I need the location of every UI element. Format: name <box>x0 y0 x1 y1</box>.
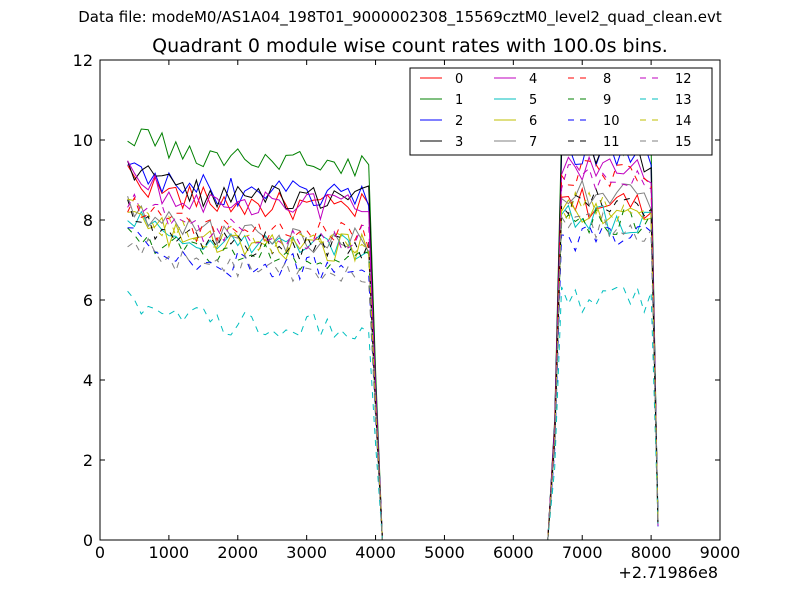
legend-label-14: 14 <box>675 114 692 129</box>
series-line-7 <box>127 178 659 540</box>
legend-label-5: 5 <box>529 93 537 108</box>
series-line-9 <box>127 207 659 540</box>
legend-label-2: 2 <box>455 114 463 129</box>
series-line-14 <box>127 190 659 540</box>
x-tick-label: 5000 <box>424 543 465 562</box>
legend-label-4: 4 <box>529 72 537 87</box>
series-line-10 <box>127 224 659 540</box>
legend-label-7: 7 <box>529 135 537 150</box>
ticks-layer: 0 1000 2000 3000 4000 5000 6000 7000 8000 9000 0 2 4… <box>73 51 741 562</box>
x-offset-label: +2.71986e8 <box>618 563 718 582</box>
legend-label-10: 10 <box>603 114 620 129</box>
x-tick-label: 3000 <box>286 543 327 562</box>
x-tick-label: 7000 <box>562 543 603 562</box>
legend-label-8: 8 <box>603 72 611 87</box>
series-layer <box>127 125 659 540</box>
y-tick-label: 4 <box>83 371 93 390</box>
x-tick-label: 9000 <box>700 543 741 562</box>
series-line-4 <box>127 155 659 540</box>
legend-label-6: 6 <box>529 114 537 129</box>
figure-suptitle: Data file: modeM0/AS1A04_198T01_90000023… <box>78 8 722 26</box>
series-line-6 <box>127 199 659 540</box>
series-line-12 <box>127 163 659 540</box>
chart-title: Quadrant 0 module wise count rates with … <box>152 35 668 57</box>
legend-label-13: 13 <box>675 93 692 108</box>
x-tick-label: 4000 <box>355 543 396 562</box>
legend-label-12: 12 <box>675 72 692 87</box>
series-line-11 <box>127 187 659 540</box>
series-line-0 <box>127 165 659 540</box>
y-tick-label: 12 <box>73 51 93 70</box>
x-tick-label: 1000 <box>149 543 190 562</box>
legend-label-3: 3 <box>455 135 463 150</box>
series-line-13 <box>127 286 659 540</box>
legend-label-9: 9 <box>603 93 611 108</box>
x-tick-label: 6000 <box>493 543 534 562</box>
y-tick-label: 2 <box>83 451 93 470</box>
legend-label-15: 15 <box>675 135 692 150</box>
legend-label-1: 1 <box>455 93 463 108</box>
legend-label-0: 0 <box>455 72 463 87</box>
series-line-8 <box>127 159 659 540</box>
y-tick-label: 8 <box>83 211 93 230</box>
y-tick-label: 0 <box>83 531 93 550</box>
y-tick-label: 6 <box>83 291 93 310</box>
x-tick-label: 2000 <box>217 543 258 562</box>
x-tick-label: 8000 <box>631 543 672 562</box>
x-tick-label: 0 <box>95 543 105 562</box>
series-line-5 <box>127 204 659 540</box>
legend-label-11: 11 <box>603 135 620 150</box>
legend-frame <box>409 67 713 156</box>
y-tick-label: 10 <box>73 131 93 150</box>
